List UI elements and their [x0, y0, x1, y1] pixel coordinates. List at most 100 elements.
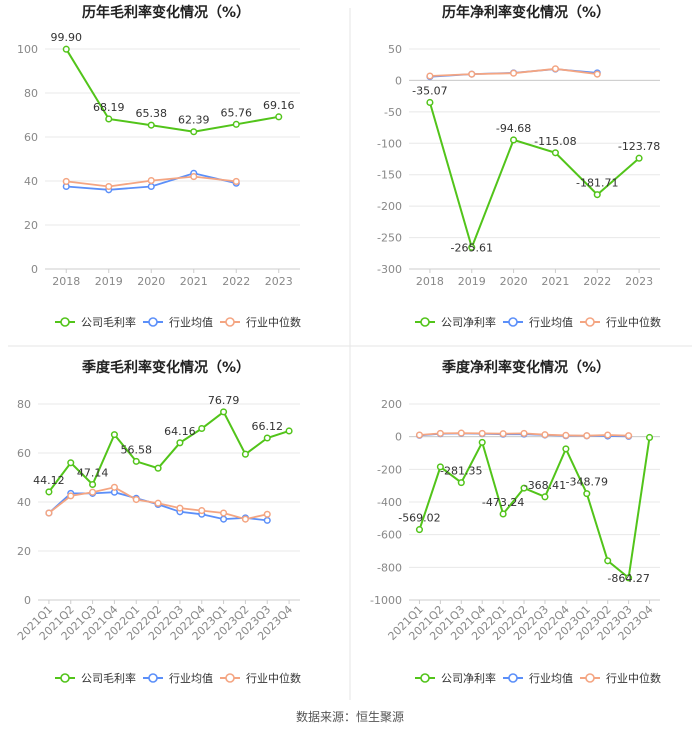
data-point — [436, 429, 444, 437]
data-point — [593, 191, 601, 199]
data-point — [285, 427, 293, 435]
y-tick-label: 100 — [17, 43, 38, 56]
y-tick-label: -200 — [377, 463, 402, 476]
y-tick-label: -300 — [377, 263, 402, 276]
data-point — [232, 120, 240, 128]
legend-item-industry_median: 行业中位数 — [580, 315, 661, 329]
series-line — [418, 437, 651, 580]
data-label: 62.39 — [178, 114, 210, 127]
legend-item-industry_avg: 行业均值 — [143, 316, 213, 329]
legend-label: 行业均值 — [529, 672, 573, 685]
data-point — [62, 45, 70, 53]
data-label: -569.02 — [398, 512, 440, 525]
data-label: -864.27 — [607, 572, 649, 585]
y-tick-label: -50 — [384, 106, 402, 119]
data-point — [625, 432, 633, 440]
data-point — [426, 72, 434, 80]
legend-marker-icon — [225, 673, 235, 683]
data-point — [457, 479, 465, 487]
data-point — [132, 496, 140, 504]
y-tick-label: 50 — [388, 43, 402, 56]
y-tick-label: -400 — [377, 496, 402, 509]
data-point — [593, 70, 601, 78]
data-point — [45, 509, 53, 517]
data-point — [110, 431, 118, 439]
data-point — [132, 457, 140, 465]
chart-title: 季度毛利率变化情况（%） — [81, 359, 250, 376]
data-point — [220, 515, 228, 523]
legend-label: 公司毛利率 — [81, 671, 136, 685]
data-point — [468, 70, 476, 78]
legend-label: 公司净利率 — [441, 671, 496, 685]
legend-marker-icon — [60, 317, 70, 327]
data-point — [176, 504, 184, 512]
chart-panel-2: 历年净利率变化情况（%） -300 -250 -200 -150 -100 -50 0 50 20… — [377, 4, 661, 329]
data-label: 44.12 — [33, 474, 65, 487]
legend-item-industry_avg: 行业均值 — [503, 672, 573, 685]
data-point — [241, 515, 249, 523]
data-label: 99.90 — [51, 31, 83, 44]
series-company: 44.12 47.14 56.58 64.16 76.79 66.12 — [33, 394, 293, 496]
data-point — [468, 243, 476, 251]
data-label: 64.16 — [164, 425, 196, 438]
data-point — [198, 507, 206, 515]
series-line — [428, 102, 640, 251]
data-point — [583, 432, 591, 440]
y-tick-label: -200 — [377, 200, 402, 213]
data-point — [478, 429, 486, 437]
legend-item-company: 公司毛利率 — [55, 315, 136, 329]
data-point — [604, 431, 612, 439]
data-point — [67, 459, 75, 467]
y-tick-label: 20 — [24, 219, 38, 232]
data-label: 65.76 — [221, 106, 253, 119]
data-label: 65.38 — [136, 107, 168, 120]
legend-marker-icon — [508, 673, 518, 683]
data-label: 56.58 — [121, 443, 153, 456]
y-tick-label: 0 — [395, 431, 402, 444]
data-point — [263, 510, 271, 518]
series-industry_median — [426, 65, 601, 80]
data-point — [551, 65, 559, 73]
data-point — [190, 173, 198, 181]
y-tick-label: -250 — [377, 232, 402, 245]
y-tick-label: -150 — [377, 169, 402, 182]
data-label: -265.61 — [451, 241, 493, 254]
x-tick-label: 2020 — [500, 275, 528, 288]
chart-panel-3: 季度毛利率变化情况（%）0204060802021Q12021Q22021Q32… — [15, 359, 301, 685]
data-point — [625, 574, 633, 582]
legend-label: 行业均值 — [169, 316, 213, 329]
data-point — [220, 509, 228, 517]
data-label: 47.14 — [77, 467, 109, 480]
data-point — [89, 488, 97, 496]
data-label: -473.24 — [482, 496, 524, 509]
legend-marker-icon — [148, 317, 158, 327]
data-point — [154, 499, 162, 507]
legend-item-company: 公司净利率 — [415, 315, 496, 329]
x-tick-label: 2020 — [137, 275, 165, 288]
data-point — [198, 424, 206, 433]
data-label: -181.71 — [576, 177, 618, 190]
y-tick-label: -100 — [377, 137, 402, 150]
series-company: -569.02 -281.35 -473.24-368.41 -348.79 -864.… — [398, 433, 654, 585]
data-point — [562, 431, 570, 439]
data-point — [415, 526, 424, 534]
y-tick-label: 0 — [31, 263, 38, 276]
data-point — [499, 430, 507, 438]
y-tick-label: 40 — [17, 496, 31, 509]
data-label: -368.41 — [524, 479, 566, 492]
legend-item-company: 公司毛利率 — [55, 671, 136, 685]
legend-label: 行业均值 — [529, 316, 573, 329]
data-source-note: 数据来源：恒生聚源 — [295, 710, 404, 724]
legend-marker-icon — [585, 317, 595, 327]
data-label: -123.78 — [618, 140, 660, 153]
data-point — [45, 488, 53, 496]
legend-label: 行业中位数 — [246, 315, 301, 329]
data-point — [147, 177, 155, 185]
data-point — [499, 510, 507, 518]
data-point — [232, 177, 240, 185]
legend-label: 行业中位数 — [606, 315, 661, 329]
series-company: 99.90 68.19 65.38 62.39 65.76 69.16 — [51, 31, 295, 136]
data-point — [275, 113, 283, 121]
data-point — [436, 463, 444, 471]
